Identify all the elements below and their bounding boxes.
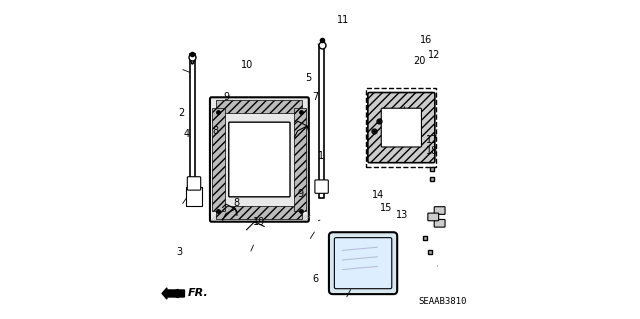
Text: SEAAB3810: SEAAB3810 [419,297,467,306]
Text: 16: 16 [420,35,432,45]
FancyBboxPatch shape [428,213,438,221]
FancyBboxPatch shape [381,108,422,147]
Text: 13: 13 [396,210,408,220]
Text: 7: 7 [312,92,318,102]
FancyBboxPatch shape [188,177,201,190]
Text: 20: 20 [413,56,426,66]
Text: 19: 19 [253,217,265,227]
Text: 3: 3 [176,247,182,257]
Text: 12: 12 [428,50,440,60]
FancyArrow shape [162,288,184,299]
Polygon shape [212,99,307,220]
FancyBboxPatch shape [228,122,290,197]
Bar [216,206,303,219]
FancyBboxPatch shape [315,180,328,193]
Text: 8: 8 [233,197,239,208]
Text: 5: 5 [305,73,311,83]
FancyBboxPatch shape [334,238,392,289]
FancyBboxPatch shape [329,232,397,294]
FancyBboxPatch shape [368,93,435,163]
FancyBboxPatch shape [434,219,445,227]
Text: 9: 9 [223,92,230,102]
Text: 10: 10 [241,60,253,70]
Text: 15: 15 [380,203,392,213]
FancyBboxPatch shape [210,97,309,222]
Text: 18: 18 [426,145,438,156]
Bar [186,187,202,206]
Bar [294,108,307,211]
Text: 8: 8 [212,126,219,136]
Text: 2: 2 [178,108,184,118]
Text: 1: 1 [318,151,324,161]
Text: 6: 6 [313,274,319,284]
Bar [212,108,225,211]
Text: 11: 11 [337,15,349,25]
Text: FR.: FR. [188,288,209,299]
Bar [366,88,436,167]
Text: 9: 9 [297,189,303,199]
Text: 17: 17 [426,135,438,145]
Text: 4: 4 [184,129,189,139]
Text: 14: 14 [372,190,385,200]
FancyBboxPatch shape [434,207,445,214]
Bar [216,100,303,113]
